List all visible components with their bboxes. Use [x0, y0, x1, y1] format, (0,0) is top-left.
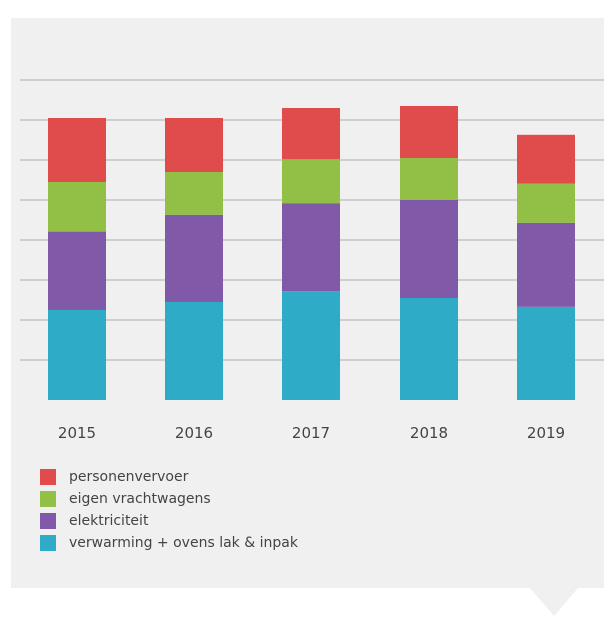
legend-item: eigen vrachtwagens [40, 488, 298, 510]
legend-label: eigen vrachtwagens [69, 491, 211, 507]
legend-swatch [40, 491, 56, 507]
legend: personenvervoer eigen vrachtwagens elektri… [40, 466, 298, 554]
legend-swatch [40, 535, 56, 551]
x-tick-label: 2018 [410, 424, 448, 442]
bar-segment [282, 291, 340, 400]
legend-swatch [40, 469, 56, 485]
legend-item: verwarming + ovens lak & inpak [40, 532, 298, 554]
bar-segment [282, 203, 340, 292]
bars [48, 106, 575, 400]
bar-segment [517, 306, 575, 400]
x-tick-label: 2015 [58, 424, 96, 442]
bar-segment [282, 108, 340, 160]
bar-segment [48, 182, 106, 232]
x-tick-label: 2016 [175, 424, 213, 442]
legend-item: personenvervoer [40, 466, 298, 488]
bar-segment [48, 310, 106, 400]
legend-label: personenvervoer [69, 469, 189, 485]
bar-segment [48, 118, 106, 182]
legend-item: elektriciteit [40, 510, 298, 532]
bar-segment [517, 222, 575, 307]
bar-segment [400, 106, 458, 158]
legend-label: elektriciteit [69, 513, 149, 529]
bar-segment [165, 118, 223, 172]
x-axis-ticks: 2015 2016 2017 2018 2019 [58, 424, 565, 442]
callout-pointer [530, 588, 578, 616]
bar-segment [517, 183, 575, 223]
bar-segment [48, 231, 106, 310]
bar-segment [400, 298, 458, 400]
bar-segment [517, 134, 575, 184]
legend-label: verwarming + ovens lak & inpak [69, 535, 298, 551]
bar-segment [165, 302, 223, 400]
x-tick-label: 2017 [292, 424, 330, 442]
bar-segment [282, 159, 340, 204]
bar-segment [165, 214, 223, 302]
bar-segment [165, 172, 223, 215]
x-tick-label: 2019 [527, 424, 565, 442]
bar-segment [400, 200, 458, 298]
bar-segment [400, 158, 458, 200]
legend-swatch [40, 513, 56, 529]
